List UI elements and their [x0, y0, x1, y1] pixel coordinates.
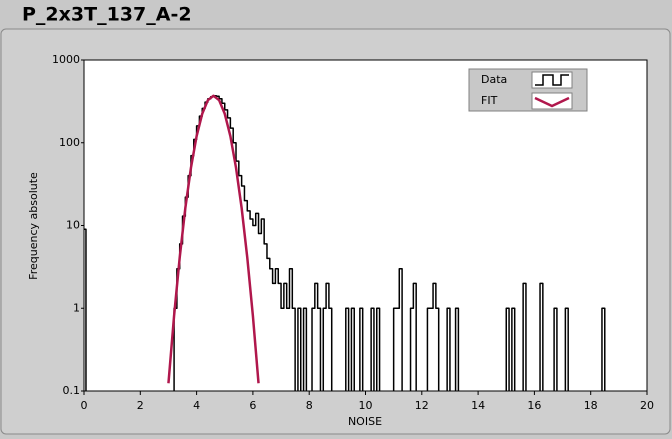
x-tick-label: 4 [193, 399, 200, 412]
y-tick-label: 0.1 [63, 384, 81, 397]
legend-swatch-box [531, 71, 573, 89]
legend-swatch [535, 74, 569, 86]
series-group [84, 94, 606, 391]
title-bar [0, 0, 672, 28]
x-tick-label: 16 [527, 399, 541, 412]
x-tick-label: 18 [584, 399, 598, 412]
legend-label: Data [481, 73, 507, 86]
legend: Data FIT [468, 68, 588, 112]
y-axis-label: Frequency absolute [27, 172, 40, 280]
y-tick-label: 100 [59, 136, 80, 149]
x-tick-label: 8 [306, 399, 313, 412]
x-tick-label: 2 [137, 399, 144, 412]
x-axis-label: NOISE [348, 415, 382, 428]
x-tick-label: 10 [359, 399, 373, 412]
legend-swatch-box [531, 92, 573, 110]
y-tick-label: 1000 [52, 53, 80, 66]
x-tick-label: 6 [249, 399, 256, 412]
x-tick-label: 12 [415, 399, 429, 412]
legend-label: FIT [481, 94, 498, 107]
x-tick-label: 0 [81, 399, 88, 412]
x-tick-label: 14 [471, 399, 485, 412]
plot-area [83, 59, 648, 392]
fit-line [167, 94, 260, 384]
y-tick-label: 1 [73, 301, 80, 314]
y-tick-label: 10 [66, 219, 80, 232]
legend-swatch [534, 96, 570, 108]
chart-title: P_2x3T_137_A-2 [22, 4, 192, 26]
x-tick-label: 20 [640, 399, 654, 412]
